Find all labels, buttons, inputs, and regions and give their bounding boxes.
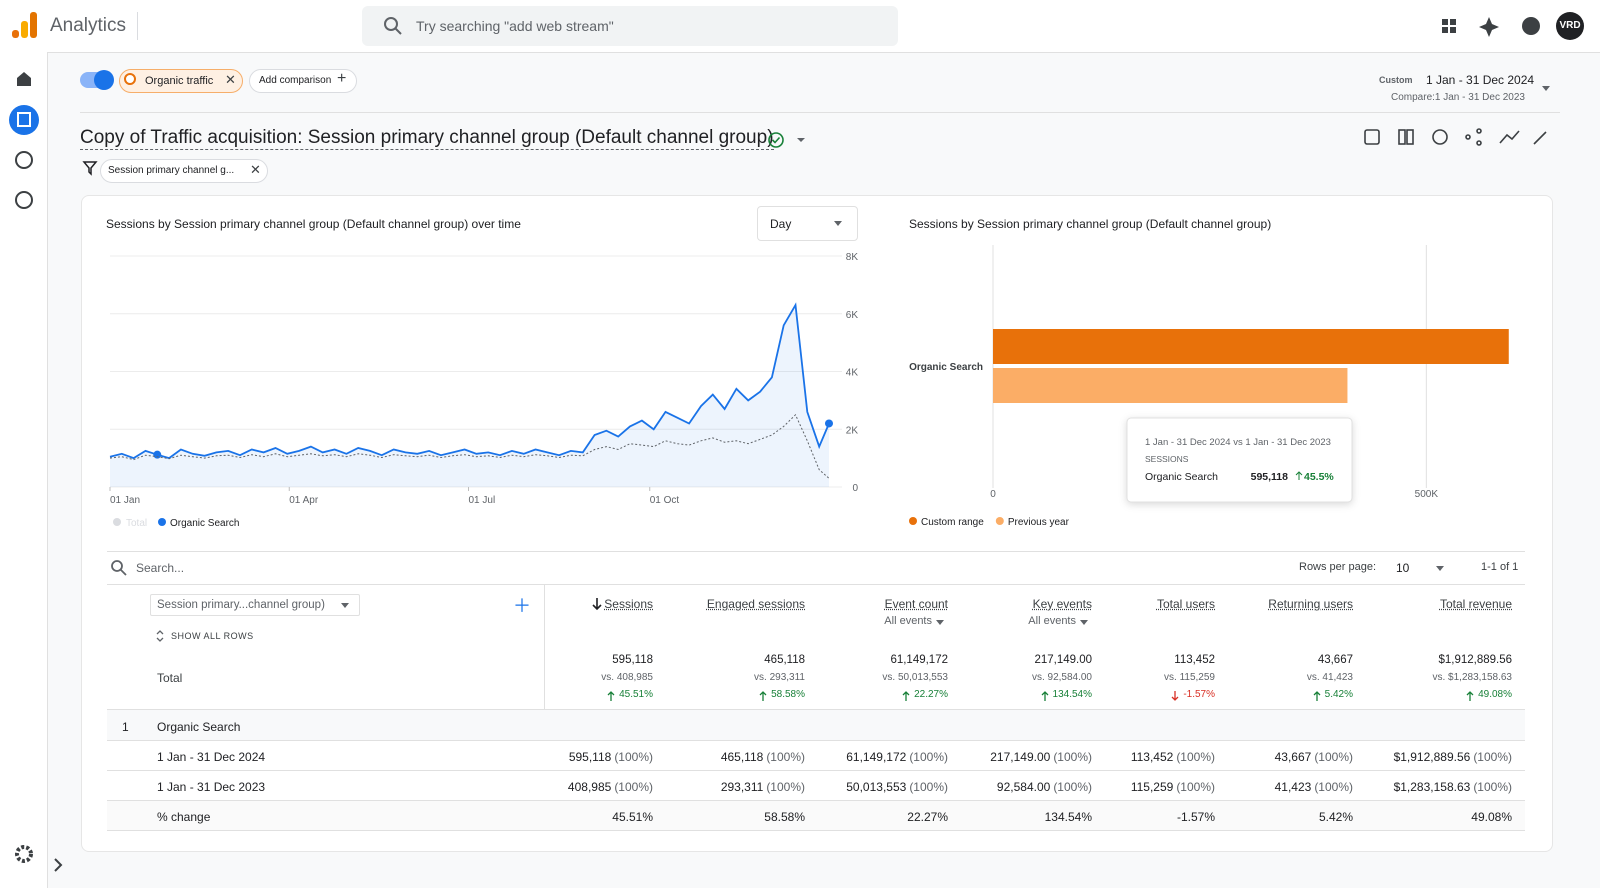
settings-icon[interactable] [12, 842, 36, 866]
y-tick-label: 6K [846, 310, 859, 321]
legend-swatch [909, 517, 917, 525]
granularity-label: Day [770, 217, 792, 231]
legend-label: Organic Search [170, 518, 239, 529]
divider [137, 12, 138, 40]
add-comparison-label: Add comparison [259, 75, 332, 86]
dropdown-caret [834, 221, 842, 226]
area-fill [110, 305, 829, 487]
tooltip: 1 Jan - 31 Dec 2024 vs 1 Jan - 31 Dec 20… [1126, 417, 1353, 503]
tooltip-label: Organic Search [1145, 471, 1218, 483]
filter-chip[interactable] [100, 159, 268, 183]
y-tick-label: 0 [852, 483, 858, 494]
x-tick-label: 01 Jan [110, 495, 140, 506]
filter-chip-label: Session primary channel g... [108, 165, 235, 176]
search-icon [384, 17, 402, 35]
tooltip-arrow [1295, 471, 1303, 480]
report-title: Copy of Traffic acquisition: Session pri… [80, 127, 774, 150]
search-placeholder: Try searching "add web stream" [416, 18, 614, 34]
legend-label: Custom range [921, 517, 984, 528]
search-box[interactable] [362, 6, 898, 46]
comparison-chip[interactable] [119, 69, 243, 93]
expand-icon[interactable] [48, 855, 68, 875]
title-status[interactable] [766, 130, 814, 150]
legend-label: Previous year [1008, 517, 1070, 528]
divider [80, 112, 1560, 113]
legend-swatch [158, 518, 166, 526]
filter-icon [82, 161, 98, 176]
filter-close[interactable]: ✕ [250, 162, 261, 177]
date-range[interactable]: 1 Jan - 31 Dec 2024 [1426, 73, 1535, 87]
series-line [109, 302, 830, 460]
tooltip-box [1126, 417, 1353, 503]
add-comparison-button[interactable] [249, 69, 357, 93]
app-name: Analytics [50, 15, 127, 36]
y-tick-label: 2K [846, 425, 859, 436]
x-tick-label: 0 [990, 489, 996, 500]
logo [12, 12, 37, 38]
y-tick-label: 4K [846, 368, 859, 379]
bar [993, 368, 1348, 403]
point-marker [825, 419, 833, 428]
x-tick-label: 01 Oct [650, 495, 680, 506]
bar-chart-title: Sessions by Session primary channel grou… [909, 217, 1272, 231]
date-caret[interactable] [1542, 86, 1550, 91]
plus-icon: + [337, 70, 347, 87]
report-actions[interactable] [1362, 127, 1552, 149]
comparison-chip-label: Organic traffic [145, 75, 214, 87]
x-tick-label: 01 Apr [289, 495, 319, 506]
y-category-label: Organic Search [909, 362, 983, 373]
nav-icons [9, 72, 39, 209]
point-marker [153, 450, 162, 459]
line-chart-title: Sessions by Session primary channel grou… [106, 217, 521, 231]
header-icons [1442, 17, 1540, 37]
date-label: Custom [1379, 75, 1413, 85]
toggle-knob [94, 70, 114, 90]
tooltip-range: 1 Jan - 31 Dec 2024 vs 1 Jan - 31 Dec 20… [1145, 437, 1331, 448]
legend-swatch [995, 517, 1004, 525]
chip-close[interactable]: ✕ [225, 72, 236, 87]
tooltip-metric: SESSIONS [1145, 454, 1189, 464]
avatar[interactable]: VRD [1556, 12, 1584, 40]
tooltip-value: 595,118 [1251, 471, 1289, 483]
bar [993, 329, 1509, 364]
charts: 0 2K 4K 6K 8K 01 Jan 01 Apr 01 Jul 01 Oct Total Or… [109, 245, 1509, 529]
x-tick-label: 500K [1415, 489, 1439, 500]
legend-label: Total [126, 518, 147, 529]
chip-dot [124, 73, 136, 85]
compare-range: Compare:1 Jan - 31 Dec 2023 [1391, 92, 1525, 103]
y-tick-label: 8K [846, 252, 859, 263]
x-tick-label: 01 Jul [469, 495, 496, 506]
tooltip-change: 45.5% [1304, 471, 1334, 483]
legend-swatch [113, 518, 121, 526]
